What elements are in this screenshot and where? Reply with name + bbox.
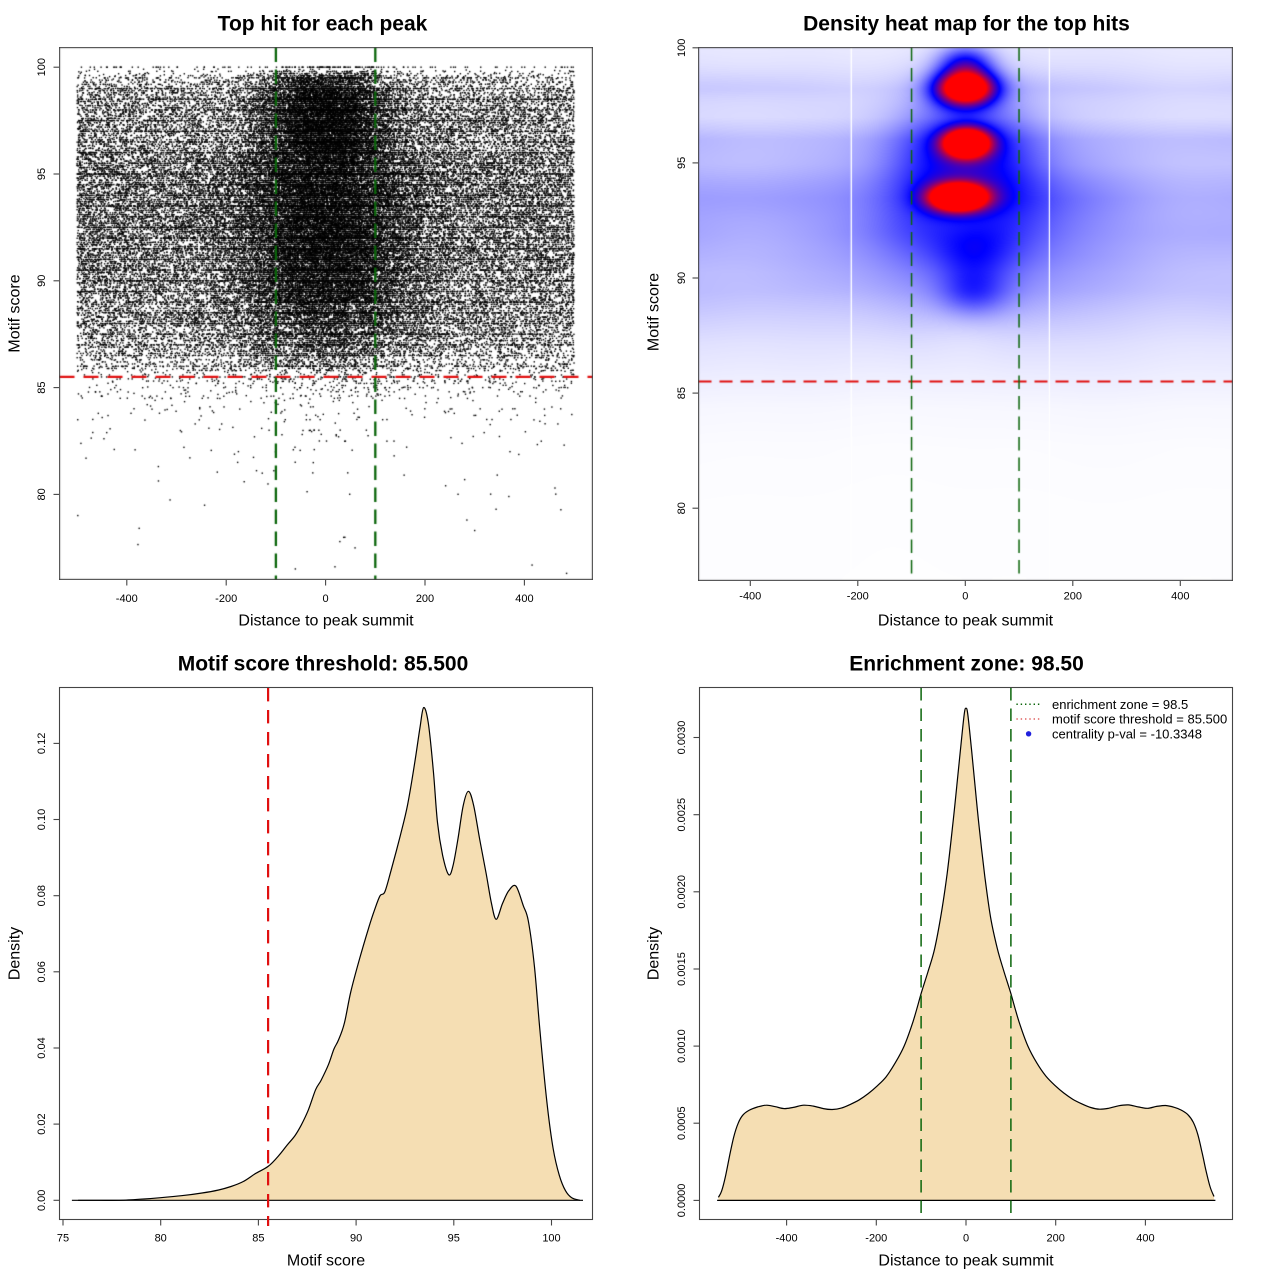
svg-text:-400: -400 — [776, 1233, 798, 1245]
svg-text:-200: -200 — [847, 591, 869, 603]
svg-text:0.0005: 0.0005 — [676, 1106, 688, 1140]
svg-text:Distance to peak summit: Distance to peak summit — [878, 1253, 1054, 1270]
svg-text:0.10: 0.10 — [36, 809, 48, 830]
svg-text:Distance to peak summit: Distance to peak summit — [878, 613, 1054, 630]
svg-text:80: 80 — [36, 488, 48, 500]
svg-text:-400: -400 — [116, 593, 138, 605]
svg-text:100: 100 — [542, 1233, 560, 1245]
svg-text:400: 400 — [1171, 591, 1189, 603]
svg-text:0.0025: 0.0025 — [676, 798, 688, 832]
svg-text:Motif score threshold: 85.500: Motif score threshold: 85.500 — [178, 653, 469, 676]
svg-text:Motif score: Motif score — [646, 273, 663, 351]
svg-text:enrichment zone = 98.5: enrichment zone = 98.5 — [1052, 697, 1188, 712]
svg-text:0.0030: 0.0030 — [676, 721, 688, 755]
svg-text:Enrichment zone: 98.50: Enrichment zone: 98.50 — [849, 653, 1084, 676]
svg-text:0: 0 — [323, 593, 329, 605]
svg-text:200: 200 — [416, 593, 434, 605]
svg-text:95: 95 — [36, 168, 48, 180]
svg-text:Distance to peak summit: Distance to peak summit — [238, 613, 414, 630]
svg-text:85: 85 — [36, 381, 48, 393]
svg-text:Top hit for each peak: Top hit for each peak — [218, 13, 428, 36]
svg-text:100: 100 — [676, 39, 688, 57]
svg-text:80: 80 — [155, 1233, 167, 1245]
svg-text:95: 95 — [448, 1233, 460, 1245]
svg-text:0.08: 0.08 — [36, 885, 48, 906]
svg-text:90: 90 — [676, 272, 688, 284]
svg-text:-200: -200 — [865, 1233, 887, 1245]
svg-text:Density: Density — [7, 927, 24, 980]
svg-text:75: 75 — [57, 1233, 69, 1245]
svg-text:0.0000: 0.0000 — [676, 1184, 688, 1218]
svg-text:-400: -400 — [739, 591, 761, 603]
svg-text:400: 400 — [1136, 1233, 1154, 1245]
svg-text:95: 95 — [676, 157, 688, 169]
svg-text:0.04: 0.04 — [36, 1037, 48, 1058]
svg-text:Motif score: Motif score — [7, 274, 24, 352]
svg-text:200: 200 — [1047, 1233, 1065, 1245]
svg-text:centrality p-val = -10.3348: centrality p-val = -10.3348 — [1052, 726, 1202, 741]
svg-text:0.06: 0.06 — [36, 961, 48, 982]
svg-text:85: 85 — [676, 387, 688, 399]
svg-text:0.0015: 0.0015 — [676, 952, 688, 986]
svg-text:0.12: 0.12 — [36, 733, 48, 754]
svg-text:Density heat map for the top h: Density heat map for the top hits — [803, 13, 1130, 36]
svg-text:85: 85 — [252, 1233, 264, 1245]
svg-text:Density: Density — [646, 927, 663, 980]
svg-text:100: 100 — [36, 58, 48, 76]
svg-text:200: 200 — [1064, 591, 1082, 603]
svg-text:motif score threshold = 85.500: motif score threshold = 85.500 — [1052, 712, 1227, 727]
svg-text:80: 80 — [676, 502, 688, 514]
svg-text:0.0020: 0.0020 — [676, 875, 688, 909]
svg-text:-200: -200 — [215, 593, 237, 605]
svg-text:400: 400 — [515, 593, 533, 605]
svg-text:0.02: 0.02 — [36, 1113, 48, 1134]
svg-text:90: 90 — [350, 1233, 362, 1245]
svg-text:0.00: 0.00 — [36, 1190, 48, 1211]
svg-text:0.0010: 0.0010 — [676, 1029, 688, 1063]
svg-text:0: 0 — [963, 1233, 969, 1245]
svg-text:90: 90 — [36, 275, 48, 287]
svg-text:Motif score: Motif score — [287, 1253, 365, 1270]
svg-text:0: 0 — [962, 591, 968, 603]
